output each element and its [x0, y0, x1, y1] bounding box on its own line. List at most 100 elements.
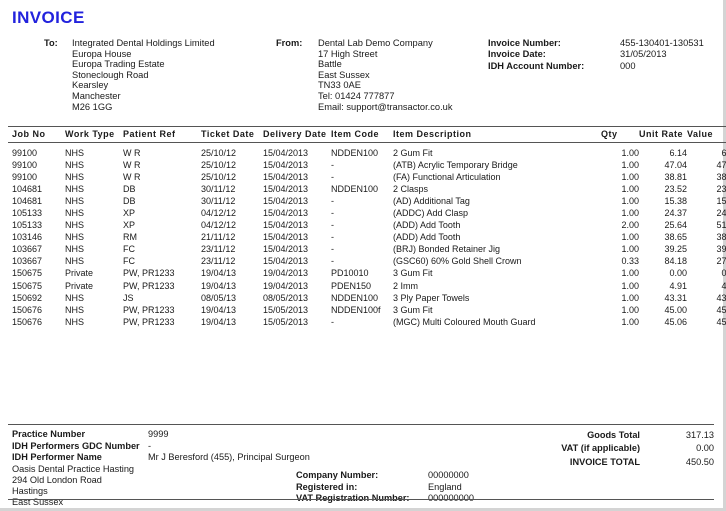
- cell-delivery-date: 15/04/2013: [263, 160, 309, 171]
- practice-detail-row: IDH Performers GDC Number -: [12, 441, 310, 453]
- table-row[interactable]: 99100 NHS W R 25/10/12 15/04/2013 NDDEN100 2 G…: [8, 143, 726, 160]
- table-row[interactable]: 150675 Private PW, PR1233 19/04/13 19/04/201…: [8, 280, 726, 292]
- cell-patient-ref: PW, PR1233: [123, 316, 175, 327]
- table-row[interactable]: 99100 NHS W R 25/10/12 15/04/2013 - (ATB) Acry…: [8, 160, 726, 172]
- cell-patient-ref: XP: [123, 208, 136, 219]
- cell-unit-rate: 39.25: [664, 244, 687, 255]
- table-row[interactable]: 99100 NHS W R 25/10/12 15/04/2013 - (FA) Funct…: [8, 172, 726, 184]
- table-row[interactable]: 104681 NHS DB 30/11/12 15/04/2013 - (AD) Addit…: [8, 196, 726, 208]
- practice-number-label: Practice Number: [12, 429, 86, 439]
- cell-item-code: -: [331, 244, 334, 255]
- cell-job-no: 104681: [12, 184, 43, 195]
- cell-item-description: (ADD) Add Tooth: [393, 232, 461, 243]
- cell-value: 38.81: [716, 172, 726, 183]
- cell-delivery-date: 15/04/2013: [263, 184, 309, 195]
- cell-delivery-date: 15/04/2013: [263, 220, 309, 231]
- column-header-value: Value: [687, 126, 726, 143]
- invoice-date-value: 31/05/2013: [620, 49, 667, 60]
- cell-patient-ref: W R: [123, 172, 141, 183]
- idh-account-number-value: 000: [620, 60, 636, 71]
- cell-patient-ref: PW, PR1233: [123, 280, 175, 291]
- to-address-line: Manchester: [72, 90, 121, 101]
- table-row[interactable]: 150675 Private PW, PR1233 19/04/13 19/04/201…: [8, 268, 726, 280]
- cell-qty: 1.00: [621, 196, 639, 207]
- cell-item-description: 2 Gum Fit: [393, 148, 433, 158]
- table-row[interactable]: 104681 NHS DB 30/11/12 15/04/2013 NDDEN100 2 C…: [8, 184, 726, 196]
- totals-row: VAT (if applicable) 0.00: [438, 442, 714, 455]
- to-address-line: Kearsley: [72, 80, 109, 91]
- company-detail-row: VAT Registration Number: 000000000: [296, 493, 474, 505]
- address-zone: To: Integrated Dental Holdings Limited E…: [8, 38, 706, 120]
- cell-job-no: 150676: [12, 316, 43, 327]
- company-detail-row: Registered in: England: [296, 482, 474, 494]
- cell-item-code: PDEN150: [331, 280, 372, 291]
- footer-bottom-divider: [8, 499, 714, 500]
- practice-number-value: 9999: [148, 429, 169, 439]
- to-address-line: Stoneclough Road: [72, 69, 149, 80]
- cell-patient-ref: PW, PR1233: [123, 304, 175, 315]
- column-header-work-type: Work Type: [65, 126, 123, 143]
- company-detail-row: Company Number: 00000000: [296, 470, 474, 482]
- cell-item-description: (ADDC) Add Clasp: [393, 208, 469, 219]
- cell-item-code: PD10010: [331, 268, 369, 279]
- from-address-line: Email: support@transactor.co.uk: [318, 101, 453, 112]
- from-address-line: Tel: 01424 777877: [318, 90, 395, 101]
- cell-work-type: NHS: [65, 244, 85, 255]
- column-header-qty: Qty: [601, 126, 639, 143]
- vat-label: VAT (if applicable): [561, 443, 640, 454]
- column-header-patient-ref: Patient Ref: [123, 126, 201, 143]
- cell-item-code: NDDEN100: [331, 184, 379, 195]
- vat-registration-number-value: 000000000: [428, 493, 474, 504]
- table-row[interactable]: 103667 NHS FC 23/11/12 15/04/2013 - (GSC60) 60…: [8, 256, 726, 268]
- invoice-number-label: Invoice Number:: [488, 38, 561, 48]
- to-address-line: Europa Trading Estate: [72, 59, 165, 70]
- cell-job-no: 150676: [12, 304, 43, 315]
- table-row[interactable]: 150676 NHS PW, PR1233 19/04/13 15/05/2013 NDD…: [8, 304, 726, 316]
- cell-item-description: 2 Imm: [393, 280, 419, 291]
- table-row[interactable]: 103667 NHS FC 23/11/12 15/04/2013 - (BRJ) Bond…: [8, 244, 726, 256]
- footer-body: Practice Number 9999 IDH Performers GDC …: [8, 425, 714, 507]
- practice-detail-row: IDH Performer Name Mr J Beresford (455),…: [12, 452, 310, 464]
- cell-qty: 1.00: [621, 172, 639, 183]
- cell-item-description: 3 Gum Fit: [393, 304, 433, 315]
- line-items-zone: Job No Work Type Patient Ref Ticket Date…: [8, 126, 726, 328]
- cell-job-no: 99100: [12, 148, 38, 158]
- cell-work-type: NHS: [65, 208, 85, 219]
- cell-ticket-date: 23/11/12: [201, 244, 236, 255]
- footer-top-divider: [8, 424, 714, 425]
- to-address-line: Europa House: [72, 48, 132, 59]
- cell-value: 4.91: [721, 280, 726, 291]
- cell-job-no: 150675: [12, 280, 43, 291]
- table-row[interactable]: 105133 NHS XP 04/12/12 15/04/2013 - (ADDC) Add…: [8, 208, 726, 220]
- cell-qty: 1.00: [621, 160, 639, 171]
- cell-item-code: -: [331, 232, 334, 243]
- table-row[interactable]: 103146 NHS RM 21/11/12 15/04/2013 - (ADD) Add …: [8, 232, 726, 244]
- idh-performer-name-value: Mr J Beresford (455), Principal Surgeon: [148, 452, 310, 463]
- table-row[interactable]: 150676 NHS PW, PR1233 19/04/13 15/05/2013 - (M…: [8, 316, 726, 328]
- cell-unit-rate: 15.38: [664, 196, 687, 207]
- cell-value: 27.78: [716, 256, 726, 267]
- cell-unit-rate: 43.31: [664, 292, 687, 303]
- cell-unit-rate: 45.06: [664, 316, 687, 327]
- cell-delivery-date: 15/05/2013: [263, 304, 309, 315]
- cell-item-code: NDDEN100f: [331, 304, 381, 315]
- cell-ticket-date: 04/12/12: [201, 220, 237, 231]
- cell-unit-rate: 4.91: [669, 280, 687, 291]
- column-header-item-code: Item Code: [331, 126, 393, 143]
- practice-address-line: Oasis Dental Practice Hasting: [12, 463, 135, 474]
- goods-total-value: 317.13: [685, 430, 714, 440]
- cell-work-type: NHS: [65, 292, 85, 303]
- table-row[interactable]: 150692 NHS JS 08/05/13 08/05/2013 NDDEN100 3 P…: [8, 292, 726, 304]
- cell-job-no: 105133: [12, 220, 43, 231]
- cell-work-type: NHS: [65, 184, 85, 195]
- cell-qty: 1.00: [621, 304, 639, 315]
- cell-delivery-date: 19/04/2013: [263, 268, 309, 279]
- cell-value: 51.28: [716, 220, 726, 231]
- cell-value: 23.52: [716, 184, 726, 195]
- cell-qty: 1.00: [621, 268, 639, 279]
- cell-delivery-date: 15/04/2013: [263, 208, 309, 219]
- cell-item-description: (ATB) Acrylic Temporary Bridge: [393, 160, 518, 171]
- cell-work-type: Private: [65, 268, 94, 279]
- table-row[interactable]: 105133 NHS XP 04/12/12 15/04/2013 - (ADD) Add …: [8, 220, 726, 232]
- cell-unit-rate: 38.65: [664, 232, 687, 243]
